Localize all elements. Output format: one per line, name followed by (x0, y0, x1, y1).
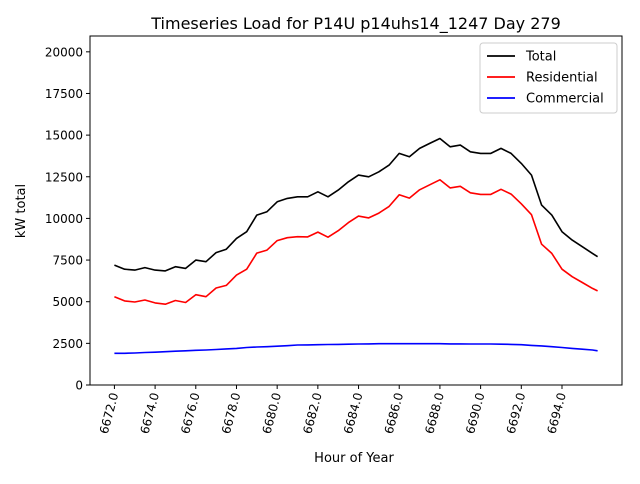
series-line-commercial (114, 342, 598, 355)
series-lines (114, 137, 599, 355)
y-tick-label: 12500 (45, 170, 83, 184)
x-tick-label: 6688.0 (422, 391, 446, 435)
x-tick-label: 6682.0 (300, 391, 324, 435)
y-tick-label: 10000 (45, 212, 83, 226)
chart-title: Timeseries Load for P14U p14uhs14_1247 D… (150, 14, 561, 34)
legend-label: Commercial (526, 92, 604, 107)
plot-frame (89, 35, 623, 386)
series-line-residential (114, 179, 598, 306)
legend: Total Residential Commercial (479, 42, 618, 114)
y-tick-label: 0 (75, 379, 83, 393)
legend-label: Residential (526, 71, 598, 86)
x-tick-label: 6686.0 (382, 391, 406, 435)
x-tick-label: 6694.0 (544, 391, 568, 435)
x-tick-label: 6672.0 (97, 391, 121, 435)
legend-box (479, 42, 618, 114)
y-tick-label: 5000 (52, 295, 83, 309)
x-tick-label: 6684.0 (341, 391, 365, 435)
x-tick-label: 6676.0 (178, 391, 202, 435)
series-line-total (114, 137, 599, 272)
y-tick-label: 15000 (45, 129, 83, 143)
x-axis-label: Hour of Year (314, 451, 394, 466)
x-tick-label: 6678.0 (219, 391, 243, 435)
x-tick-label: 6680.0 (260, 391, 284, 435)
y-axis-label: kW total (14, 184, 29, 238)
y-tick-label: 7500 (52, 254, 83, 268)
legend-label: Total (525, 50, 556, 65)
y-tick-label: 20000 (45, 45, 83, 59)
x-tick-label: 6692.0 (504, 391, 528, 435)
y-tick-label: 2500 (52, 337, 83, 351)
x-tick-label: 6674.0 (138, 391, 162, 435)
y-tick-label: 17500 (45, 87, 83, 101)
x-tick-label: 6690.0 (463, 391, 487, 435)
